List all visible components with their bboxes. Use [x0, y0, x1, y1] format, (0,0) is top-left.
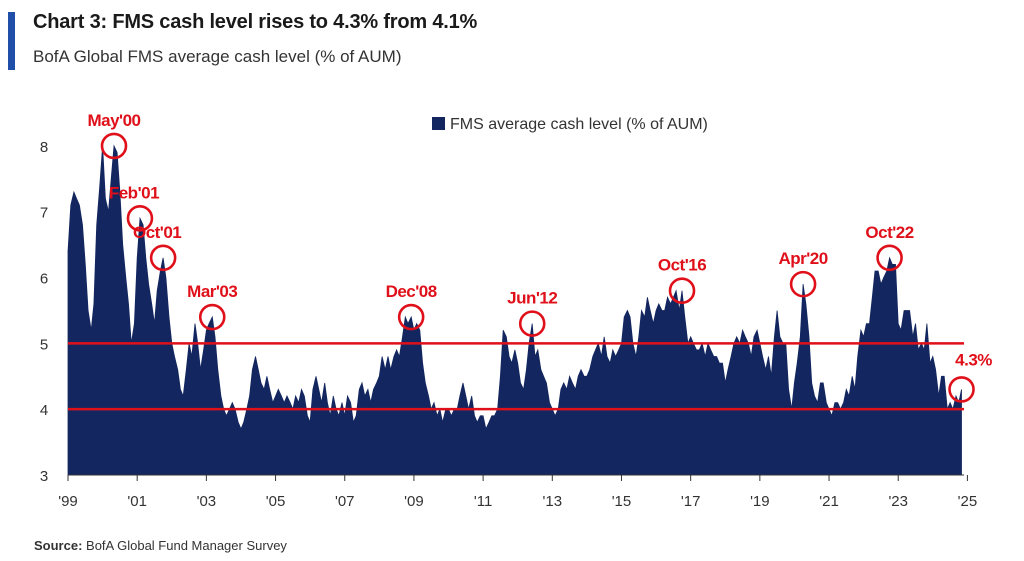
cash-level-chart: 3 4 5 6 7 8 '99 '01 '03 '05 '07 '09 '11 '13 '15 '17 '19 '…	[40, 111, 993, 510]
annotation-circle	[789, 270, 817, 298]
x-tick-label: '03	[197, 493, 217, 510]
y-tick-label: 6	[40, 271, 48, 288]
x-tick-label: '21	[819, 493, 839, 510]
x-tick-label: '19	[750, 493, 770, 510]
annotation-circle	[668, 277, 696, 305]
y-tick-label: 5	[40, 336, 48, 353]
legend-label: FMS average cash level (% of AUM)	[450, 116, 708, 133]
annotation-circle	[100, 132, 128, 160]
x-tick-label: '01	[127, 493, 147, 510]
annotation-circle	[397, 303, 425, 331]
annotation-label: Feb'01	[109, 183, 159, 202]
source-note: Source: BofA Global Fund Manager Survey	[34, 538, 287, 553]
x-tick-label: '11	[474, 493, 492, 510]
annotation-circle	[126, 205, 154, 232]
x-tick-label: '13	[543, 493, 563, 510]
annotation-label: Dec'08	[386, 282, 437, 301]
annotation-label: 4.3%	[955, 350, 992, 369]
x-tick-label: '99	[58, 493, 78, 510]
annotation-label: May'00	[87, 111, 140, 130]
x-tick-label: '07	[335, 493, 355, 510]
annotation-circle	[198, 303, 226, 331]
annotation-label: Apr'20	[778, 249, 827, 268]
annotation-label: Jun'12	[507, 289, 557, 308]
y-tick-label: 8	[40, 139, 48, 156]
annotation-circle	[149, 244, 177, 272]
x-tick-label: '09	[404, 493, 424, 510]
x-tick-label: '15	[612, 493, 632, 510]
y-tick-label: 3	[40, 468, 48, 485]
x-tick-label: '05	[266, 493, 286, 510]
source-text: BofA Global Fund Manager Survey	[86, 538, 287, 553]
x-tick-label: '23	[888, 493, 908, 510]
x-tick-label: '25	[958, 493, 978, 510]
y-tick-label: 4	[40, 402, 48, 419]
annotation-label: Oct'22	[865, 223, 913, 242]
legend-swatch	[432, 117, 445, 130]
annotation-label: Oct'01	[133, 223, 181, 242]
y-tick-label: 7	[40, 205, 48, 222]
annotation-circle	[518, 310, 546, 337]
chart-subtitle: BofA Global FMS average cash level (% of…	[33, 47, 402, 66]
x-tick-label: '17	[681, 493, 701, 510]
chart-title: Chart 3: FMS cash level rises to 4.3% fr…	[33, 11, 478, 33]
annotation-label: Oct'16	[658, 256, 706, 275]
source-label: Source:	[34, 538, 83, 553]
annotation-circle	[876, 244, 903, 272]
annotation-circle	[948, 376, 975, 403]
title-accent-bar	[8, 12, 15, 70]
annotation-label: Mar'03	[187, 282, 237, 301]
